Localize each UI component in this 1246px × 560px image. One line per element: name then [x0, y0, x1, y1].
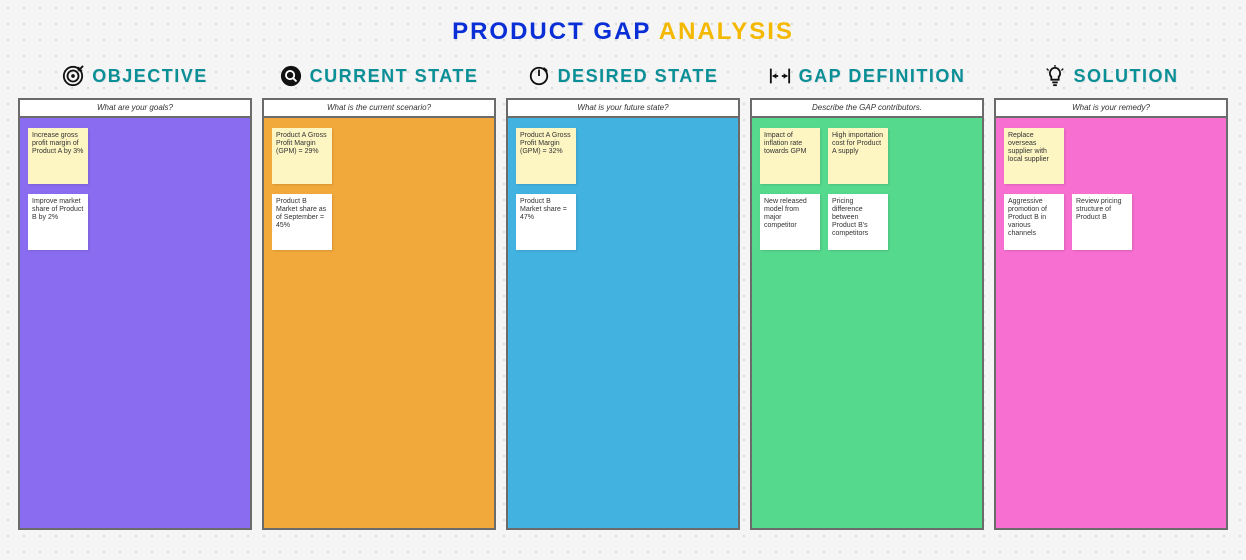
- note-row: Increase gross profit margin of Product …: [28, 128, 242, 184]
- column-panel[interactable]: Replace overseas supplier with local sup…: [994, 118, 1228, 530]
- column-title: OBJECTIVE: [92, 66, 208, 87]
- column-prompt: What is the current scenario?: [262, 98, 496, 118]
- page-title: PRODUCT GAP ANALYSIS: [0, 0, 1246, 60]
- sticky-note[interactable]: Product A Gross Profit Margin (GPM) = 29…: [272, 128, 332, 184]
- column-prompt: Describe the GAP contributors.: [750, 98, 984, 118]
- sticky-note[interactable]: Improve market share of Product B by 2%: [28, 194, 88, 250]
- column-header: SOLUTION: [994, 60, 1228, 92]
- column-panel[interactable]: Impact of inflation rate towards GPMHigh…: [750, 118, 984, 530]
- column-header: GAP DEFINITION: [750, 60, 984, 92]
- column-title: CURRENT STATE: [310, 66, 479, 87]
- sticky-note[interactable]: New released model from major competitor: [760, 194, 820, 250]
- column-prompt: What are your goals?: [18, 98, 252, 118]
- note-row: New released model from major competitor…: [760, 194, 974, 250]
- note-row: Impact of inflation rate towards GPMHigh…: [760, 128, 974, 184]
- board: OBJECTIVE What are your goals? Increase gr…: [0, 60, 1246, 530]
- note-row: Improve market share of Product B by 2%: [28, 194, 242, 250]
- column-panel[interactable]: Product A Gross Profit Margin (GPM) = 29…: [262, 118, 496, 530]
- column-gap: GAP DEFINITION Describe the GAP contribut…: [750, 60, 984, 530]
- column-panel[interactable]: Increase gross profit margin of Product …: [18, 118, 252, 530]
- note-row: Replace overseas supplier with local sup…: [1004, 128, 1218, 184]
- arrows-icon: [769, 65, 791, 87]
- column-title: SOLUTION: [1074, 66, 1179, 87]
- column-header: DESIRED STATE: [506, 60, 740, 92]
- sticky-note[interactable]: High importation cost for Product A supp…: [828, 128, 888, 184]
- sticky-note[interactable]: Product A Gross Profit Margin (GPM) = 32…: [516, 128, 576, 184]
- sticky-note[interactable]: Pricing difference between Product B's c…: [828, 194, 888, 250]
- title-part-2: ANALYSIS: [659, 18, 794, 45]
- sticky-note[interactable]: Product B Market share = 47%: [516, 194, 576, 250]
- column-solution: SOLUTION What is your remedy? Replace over…: [994, 60, 1228, 530]
- sticky-note[interactable]: Replace overseas supplier with local sup…: [1004, 128, 1064, 184]
- column-header: OBJECTIVE: [18, 60, 252, 92]
- column-prompt: What is your remedy?: [994, 98, 1228, 118]
- sticky-note[interactable]: Aggressive promotion of Product B in var…: [1004, 194, 1064, 250]
- target-icon: [62, 65, 84, 87]
- sticky-note[interactable]: Review pricing structure of Product B: [1072, 194, 1132, 250]
- note-row: Product B Market share as of September =…: [272, 194, 486, 250]
- column-panel[interactable]: Product A Gross Profit Margin (GPM) = 32…: [506, 118, 740, 530]
- power-circle-icon: [528, 65, 550, 87]
- column-current: CURRENT STATE What is the current scenari…: [262, 60, 496, 530]
- note-row: Product B Market share = 47%: [516, 194, 730, 250]
- column-header: CURRENT STATE: [262, 60, 496, 92]
- column-desired: DESIRED STATE What is your future state? P…: [506, 60, 740, 530]
- column-title: DESIRED STATE: [558, 66, 719, 87]
- column-title: GAP DEFINITION: [799, 66, 966, 87]
- sticky-note[interactable]: Increase gross profit margin of Product …: [28, 128, 88, 184]
- note-row: Product A Gross Profit Margin (GPM) = 32…: [516, 128, 730, 184]
- sticky-note[interactable]: Impact of inflation rate towards GPM: [760, 128, 820, 184]
- note-row: Product A Gross Profit Margin (GPM) = 29…: [272, 128, 486, 184]
- note-row: Aggressive promotion of Product B in var…: [1004, 194, 1218, 250]
- column-objective: OBJECTIVE What are your goals? Increase gr…: [18, 60, 252, 530]
- magnifier-icon: [280, 65, 302, 87]
- lightbulb-icon: [1044, 65, 1066, 87]
- column-prompt: What is your future state?: [506, 98, 740, 118]
- sticky-note[interactable]: Product B Market share as of September =…: [272, 194, 332, 250]
- title-part-1: PRODUCT GAP: [452, 18, 651, 45]
